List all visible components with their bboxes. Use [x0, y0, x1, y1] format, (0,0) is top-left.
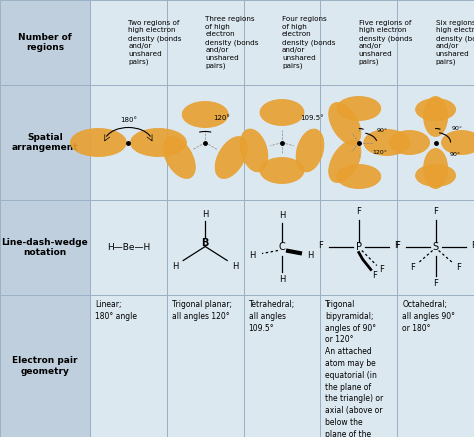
Text: 90°: 90°: [377, 128, 388, 133]
Text: H: H: [279, 275, 285, 284]
Text: F: F: [471, 241, 474, 250]
Text: Tetrahedral;
all angles
109.5°: Tetrahedral; all angles 109.5°: [248, 300, 295, 333]
Text: 120°: 120°: [213, 115, 230, 121]
Ellipse shape: [416, 98, 456, 121]
Text: F: F: [356, 207, 361, 216]
Bar: [0, 295, 90, 437]
Text: P: P: [356, 243, 362, 253]
Bar: [397, 85, 474, 200]
Bar: [320, 200, 397, 295]
Text: H: H: [249, 251, 255, 260]
Bar: [167, 200, 244, 295]
Text: Number of
regions: Number of regions: [18, 33, 72, 52]
Bar: [320, 295, 397, 437]
Ellipse shape: [337, 164, 381, 188]
Ellipse shape: [328, 141, 361, 183]
Ellipse shape: [328, 103, 361, 144]
Bar: [397, 200, 474, 295]
Text: F: F: [379, 265, 384, 274]
Text: S: S: [433, 243, 438, 253]
Text: Octahedral;
all angles 90°
or 180°: Octahedral; all angles 90° or 180°: [402, 300, 455, 333]
Ellipse shape: [416, 164, 456, 187]
Text: H: H: [202, 210, 209, 219]
Text: Trigonal planar;
all angles 120°: Trigonal planar; all angles 120°: [172, 300, 232, 321]
Bar: [90, 85, 167, 200]
Ellipse shape: [337, 97, 381, 121]
Bar: [397, 0, 474, 85]
Ellipse shape: [182, 101, 228, 128]
Bar: [397, 295, 474, 437]
Bar: [320, 0, 397, 85]
Text: Three regions
of high
electron
density (bonds
and/or
unshared
pairs): Three regions of high electron density (…: [205, 16, 259, 69]
Text: F: F: [410, 263, 415, 272]
Ellipse shape: [424, 97, 447, 136]
Text: F: F: [319, 241, 323, 250]
Text: H: H: [279, 211, 285, 220]
Text: F: F: [433, 279, 438, 288]
Ellipse shape: [215, 136, 247, 178]
Ellipse shape: [260, 157, 304, 184]
Text: Two regions of
high electron
density (bonds
and/or
unshared
pairs): Two regions of high electron density (bo…: [128, 20, 182, 66]
Text: 90°: 90°: [452, 126, 463, 131]
Text: Trigonal
bipyramidal;
angles of 90°
or 120°
An attached
atom may be
equatorial (: Trigonal bipyramidal; angles of 90° or 1…: [325, 300, 383, 437]
Ellipse shape: [71, 128, 127, 156]
Text: H: H: [232, 262, 238, 271]
Bar: [244, 200, 320, 295]
Text: C: C: [279, 243, 285, 253]
Text: F: F: [395, 241, 400, 250]
Text: F: F: [394, 241, 399, 250]
Ellipse shape: [240, 129, 268, 172]
Bar: [0, 200, 90, 295]
Text: Spatial
arrangement: Spatial arrangement: [12, 133, 78, 152]
Text: F: F: [433, 207, 438, 216]
Text: Six regions of
high electron
density (bonds
and/or
unshared
pairs): Six regions of high electron density (bo…: [436, 20, 474, 66]
Bar: [90, 295, 167, 437]
Text: H—Be—H: H—Be—H: [107, 243, 150, 252]
Ellipse shape: [260, 100, 304, 125]
Ellipse shape: [364, 129, 410, 156]
Bar: [0, 0, 90, 85]
Ellipse shape: [390, 131, 429, 155]
Ellipse shape: [424, 149, 447, 188]
Text: H: H: [172, 262, 178, 271]
Bar: [244, 85, 320, 200]
Text: Electron pair
geometry: Electron pair geometry: [12, 356, 78, 376]
Text: Linear;
180° angle: Linear; 180° angle: [95, 300, 137, 321]
Bar: [244, 0, 320, 85]
Text: Line-dash-wedge
notation: Line-dash-wedge notation: [1, 238, 88, 257]
Text: 90°: 90°: [450, 152, 461, 157]
Text: 109.5°: 109.5°: [300, 115, 324, 121]
Bar: [167, 85, 244, 200]
Bar: [320, 85, 397, 200]
Ellipse shape: [163, 136, 195, 178]
Ellipse shape: [296, 129, 324, 172]
Text: Four regions
of high
electron
density (bonds
and/or
unshared
pairs): Four regions of high electron density (b…: [282, 16, 336, 69]
Text: Five regions of
high electron
density (bonds
and/or
unshared
pairs): Five regions of high electron density (b…: [359, 20, 412, 66]
Bar: [0, 85, 90, 200]
Ellipse shape: [442, 131, 474, 155]
Text: 180°: 180°: [120, 117, 137, 122]
Text: 120°: 120°: [373, 150, 388, 155]
Bar: [90, 0, 167, 85]
Text: H: H: [307, 251, 313, 260]
Ellipse shape: [130, 128, 186, 156]
Bar: [167, 0, 244, 85]
Text: F: F: [456, 263, 461, 272]
Text: B: B: [201, 237, 209, 247]
Bar: [90, 200, 167, 295]
Bar: [167, 295, 244, 437]
Text: F: F: [373, 271, 377, 280]
Bar: [244, 295, 320, 437]
